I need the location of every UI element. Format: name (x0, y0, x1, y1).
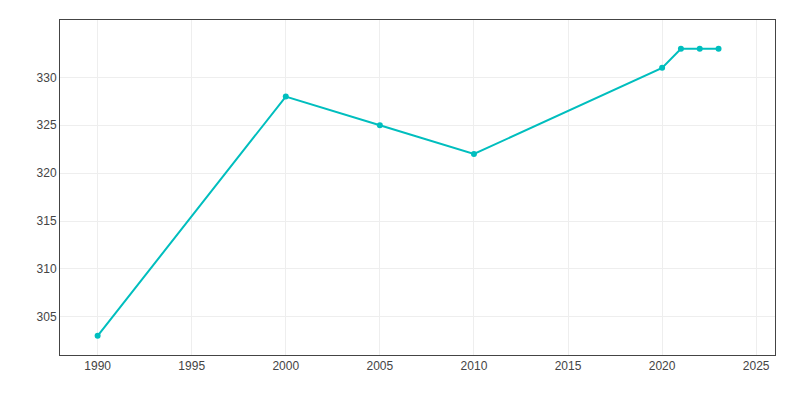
svg-text:2020: 2020 (649, 359, 676, 373)
svg-text:1990: 1990 (84, 359, 111, 373)
svg-text:1995: 1995 (178, 359, 205, 373)
svg-text:320: 320 (37, 166, 57, 180)
svg-text:310: 310 (37, 262, 57, 276)
svg-text:325: 325 (37, 118, 57, 132)
svg-text:2010: 2010 (461, 359, 488, 373)
svg-text:315: 315 (37, 214, 57, 228)
svg-text:330: 330 (37, 71, 57, 85)
svg-text:2005: 2005 (367, 359, 394, 373)
svg-text:2015: 2015 (555, 359, 582, 373)
svg-text:305: 305 (37, 310, 57, 324)
svg-text:2025: 2025 (743, 359, 770, 373)
svg-text:2000: 2000 (272, 359, 299, 373)
